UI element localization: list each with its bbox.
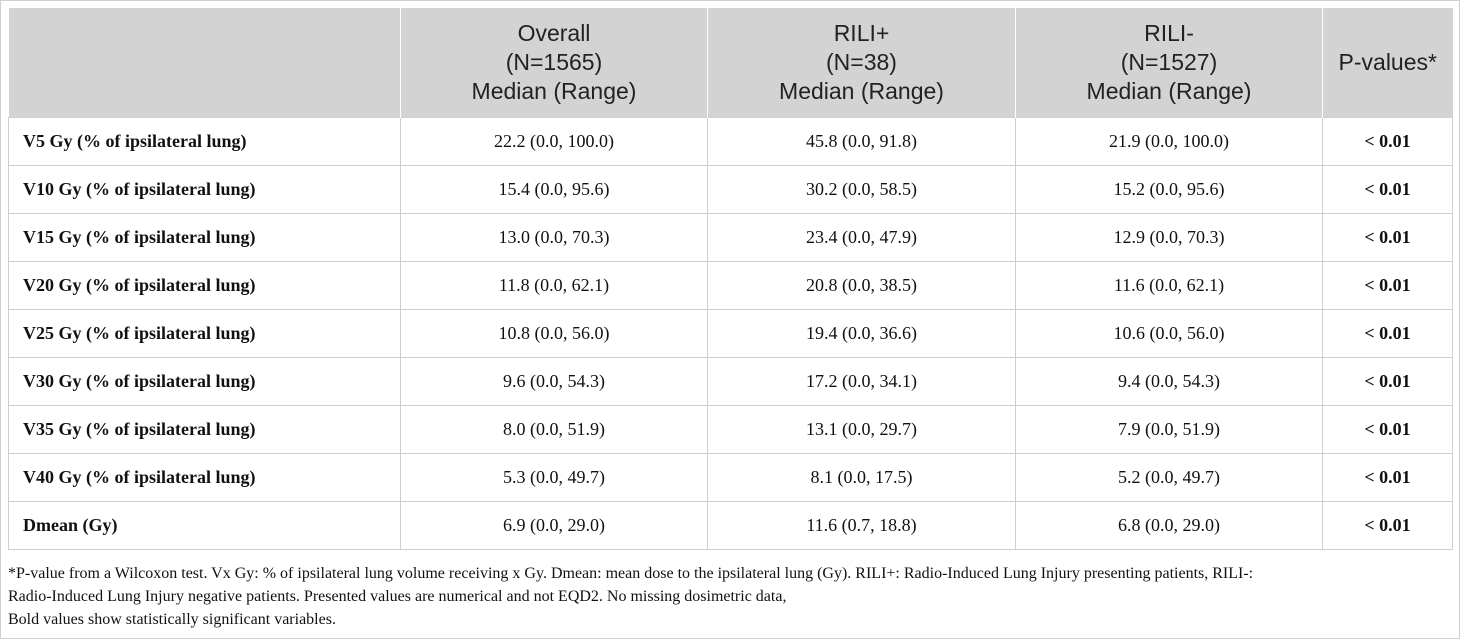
row-label: Dmean (Gy) [8,501,401,550]
table-row: Dmean (Gy) 6.9 (0.0, 29.0) 11.6 (0.7, 18.8… [8,501,1453,550]
table-cell: 21.9 (0.0, 100.0) [1015,117,1323,166]
table-cell: 5.3 (0.0, 49.7) [400,453,708,502]
header-line: Median (Range) [779,78,944,104]
table-cell: 20.8 (0.0, 38.5) [707,261,1016,310]
row-label: V10 Gy (% of ipsilateral lung) [8,165,401,214]
table-cell: 13.0 (0.0, 70.3) [400,213,708,262]
table-body: V5 Gy (% of ipsilateral lung) 22.2 (0.0, … [8,117,1453,550]
table-cell: 45.8 (0.0, 91.8) [707,117,1016,166]
header-line: (N=1527) [1120,49,1218,75]
table-cell: 11.6 (0.0, 62.1) [1015,261,1323,310]
header-line: RILI+ [833,20,890,46]
table-cell: 7.9 (0.0, 51.9) [1015,405,1323,454]
table-cell: < 0.01 [1322,117,1453,166]
header-cell: Overall (N=1565) Median (Range) [400,8,708,118]
header-cell: P-values* [1322,8,1453,118]
header-cell: RILI- (N=1527) Median (Range) [1015,8,1323,118]
table-row: V35 Gy (% of ipsilateral lung) 8.0 (0.0, … [8,405,1453,454]
table-cell: 15.2 (0.0, 95.6) [1015,165,1323,214]
header-line: Median (Range) [1086,78,1252,104]
table-cell: 8.0 (0.0, 51.9) [400,405,708,454]
table-cell: < 0.01 [1322,453,1453,502]
table-cell: 11.6 (0.7, 18.8) [707,501,1016,550]
table-cell: < 0.01 [1322,165,1453,214]
row-label: V20 Gy (% of ipsilateral lung) [8,261,401,310]
table-cell: 8.1 (0.0, 17.5) [707,453,1016,502]
header-line: Overall [517,20,591,46]
table-cell: < 0.01 [1322,213,1453,262]
table-cell: 6.8 (0.0, 29.0) [1015,501,1323,550]
data-table: Overall (N=1565) Median (Range) RILI+ (N=38)… [8,8,1453,550]
table-cell: 9.6 (0.0, 54.3) [400,357,708,406]
table-cell: 30.2 (0.0, 58.5) [707,165,1016,214]
header-line: Median (Range) [471,78,637,104]
table-cell: 13.1 (0.0, 29.7) [707,405,1016,454]
footnote-line: Radio-Induced Lung Injury negative patie… [8,588,787,605]
table-cell: 11.8 (0.0, 62.1) [400,261,708,310]
row-label: V5 Gy (% of ipsilateral lung) [8,117,401,166]
header-line: RILI- [1144,20,1194,46]
row-label: V25 Gy (% of ipsilateral lung) [8,309,401,358]
table-cell: 5.2 (0.0, 49.7) [1015,453,1323,502]
header-line: (N=1565) [505,49,603,75]
table-cell: < 0.01 [1322,357,1453,406]
header-row: Overall (N=1565) Median (Range) RILI+ (N=38)… [8,8,1453,118]
table-row: V5 Gy (% of ipsilateral lung) 22.2 (0.0, … [8,117,1453,166]
row-label: V40 Gy (% of ipsilateral lung) [8,453,401,502]
table-cell: 17.2 (0.0, 34.1) [707,357,1016,406]
table-cell: < 0.01 [1322,309,1453,358]
table-cell: 19.4 (0.0, 36.6) [707,309,1016,358]
header-cell: RILI+ (N=38) Median (Range) [707,8,1016,118]
table-row: V30 Gy (% of ipsilateral lung) 9.6 (0.0, … [8,357,1453,406]
table-cell: 9.4 (0.0, 54.3) [1015,357,1323,406]
table-row: V20 Gy (% of ipsilateral lung) 11.8 (0.0,… [8,261,1453,310]
row-label: V30 Gy (% of ipsilateral lung) [8,357,401,406]
row-label: V35 Gy (% of ipsilateral lung) [8,405,401,454]
header-line: P-values* [1338,49,1437,75]
table-cell: 6.9 (0.0, 29.0) [400,501,708,550]
footnote-line: Bold values show statistically significa… [8,611,336,628]
table-row: V40 Gy (% of ipsilateral lung) 5.3 (0.0, … [8,453,1453,502]
table-cell: < 0.01 [1322,501,1453,550]
table-cell: 12.9 (0.0, 70.3) [1015,213,1323,262]
table-row: V15 Gy (% of ipsilateral lung) 13.0 (0.0,… [8,213,1453,262]
table-row: V25 Gy (% of ipsilateral lung) 10.8 (0.0,… [8,309,1453,358]
row-label: V15 Gy (% of ipsilateral lung) [8,213,401,262]
header-cell [8,8,401,118]
table-cell: 15.4 (0.0, 95.6) [400,165,708,214]
footnote-line: *P-value from a Wilcoxon test. Vx Gy: % … [8,565,1254,582]
table-cell: 10.8 (0.0, 56.0) [400,309,708,358]
footnote: *P-value from a Wilcoxon test. Vx Gy: % … [8,562,1452,631]
table-cell: 22.2 (0.0, 100.0) [400,117,708,166]
table-cell: < 0.01 [1322,261,1453,310]
header-line: (N=38) [826,49,897,75]
table-cell: 23.4 (0.0, 47.9) [707,213,1016,262]
table-row: V10 Gy (% of ipsilateral lung) 15.4 (0.0,… [8,165,1453,214]
table-cell: 10.6 (0.0, 56.0) [1015,309,1323,358]
table-cell: < 0.01 [1322,405,1453,454]
